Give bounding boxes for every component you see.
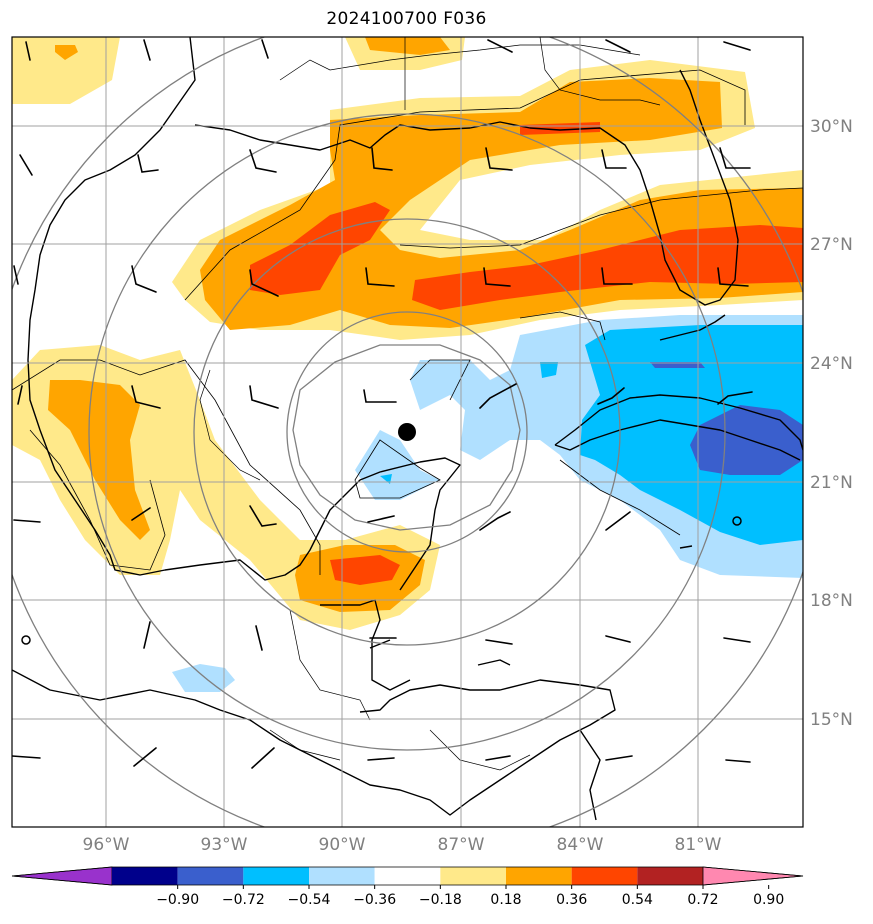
wind-barbs — [12, 39, 753, 769]
colorbar-segment — [112, 867, 178, 885]
colorbar-segment — [440, 867, 506, 885]
colorbar-outline — [11, 866, 804, 886]
colorbar-tick-label: −0.72 — [222, 892, 265, 908]
lon-label-93w: 93°W — [201, 835, 248, 855]
colorbar-segment — [506, 867, 572, 885]
colorbar-tick-label: −0.36 — [353, 892, 396, 908]
lat-label-27n: 27°N — [810, 235, 853, 255]
lat-label-30n: 30°N — [810, 117, 853, 137]
colorbar-extend-max — [702, 866, 804, 886]
colorbar-extend-min — [11, 866, 113, 886]
lon-label-87w: 87°W — [438, 835, 485, 855]
calm-wind-circles — [21, 516, 742, 645]
lon-label-84w: 84°W — [557, 835, 604, 855]
colorbar-tick-labels: −0.90 −0.72 −0.54 −0.36 −0.18 0.18 0.36 0.54 0.7… — [156, 885, 784, 908]
colorbar-tick-label: 0.54 — [622, 892, 653, 908]
colorbar-tick-label: 0.72 — [687, 892, 718, 908]
contour-lines — [12, 69, 803, 575]
colorbar-segment — [637, 867, 703, 885]
colorbar-segment — [374, 867, 441, 885]
lon-label-90w: 90°W — [319, 835, 366, 855]
lat-label-21n: 21°N — [810, 473, 853, 493]
colorbar-tick-label: 0.90 — [753, 892, 784, 908]
colorbar — [11, 866, 804, 886]
colorbar-segment — [309, 867, 375, 885]
colorbar-segment — [177, 867, 244, 885]
range-rings — [12, 37, 803, 827]
gridlines — [12, 37, 803, 827]
map-title: 2024100700 F036 — [326, 9, 487, 29]
deep-sky-blue-contours — [380, 325, 803, 545]
lat-label-15n: 15°N — [810, 710, 853, 730]
colorbar-segment — [243, 867, 309, 885]
lat-label-24n: 24°N — [810, 354, 853, 374]
colorbar-segment — [571, 867, 638, 885]
colorbar-tick-label: 0.36 — [556, 892, 587, 908]
lat-label-18n: 18°N — [810, 591, 853, 611]
lon-label-81w: 81°W — [675, 835, 722, 855]
storm-center-marker — [398, 423, 416, 441]
lon-label-96w: 96°W — [83, 835, 130, 855]
colorbar-tick-label: −0.90 — [156, 892, 199, 908]
colorbar-tick-label: −0.54 — [288, 892, 331, 908]
colorbar-tick-label: 0.18 — [490, 892, 521, 908]
map-frame — [11, 36, 804, 828]
colorbar-tick-label: −0.18 — [419, 892, 462, 908]
map-panel — [12, 37, 803, 827]
